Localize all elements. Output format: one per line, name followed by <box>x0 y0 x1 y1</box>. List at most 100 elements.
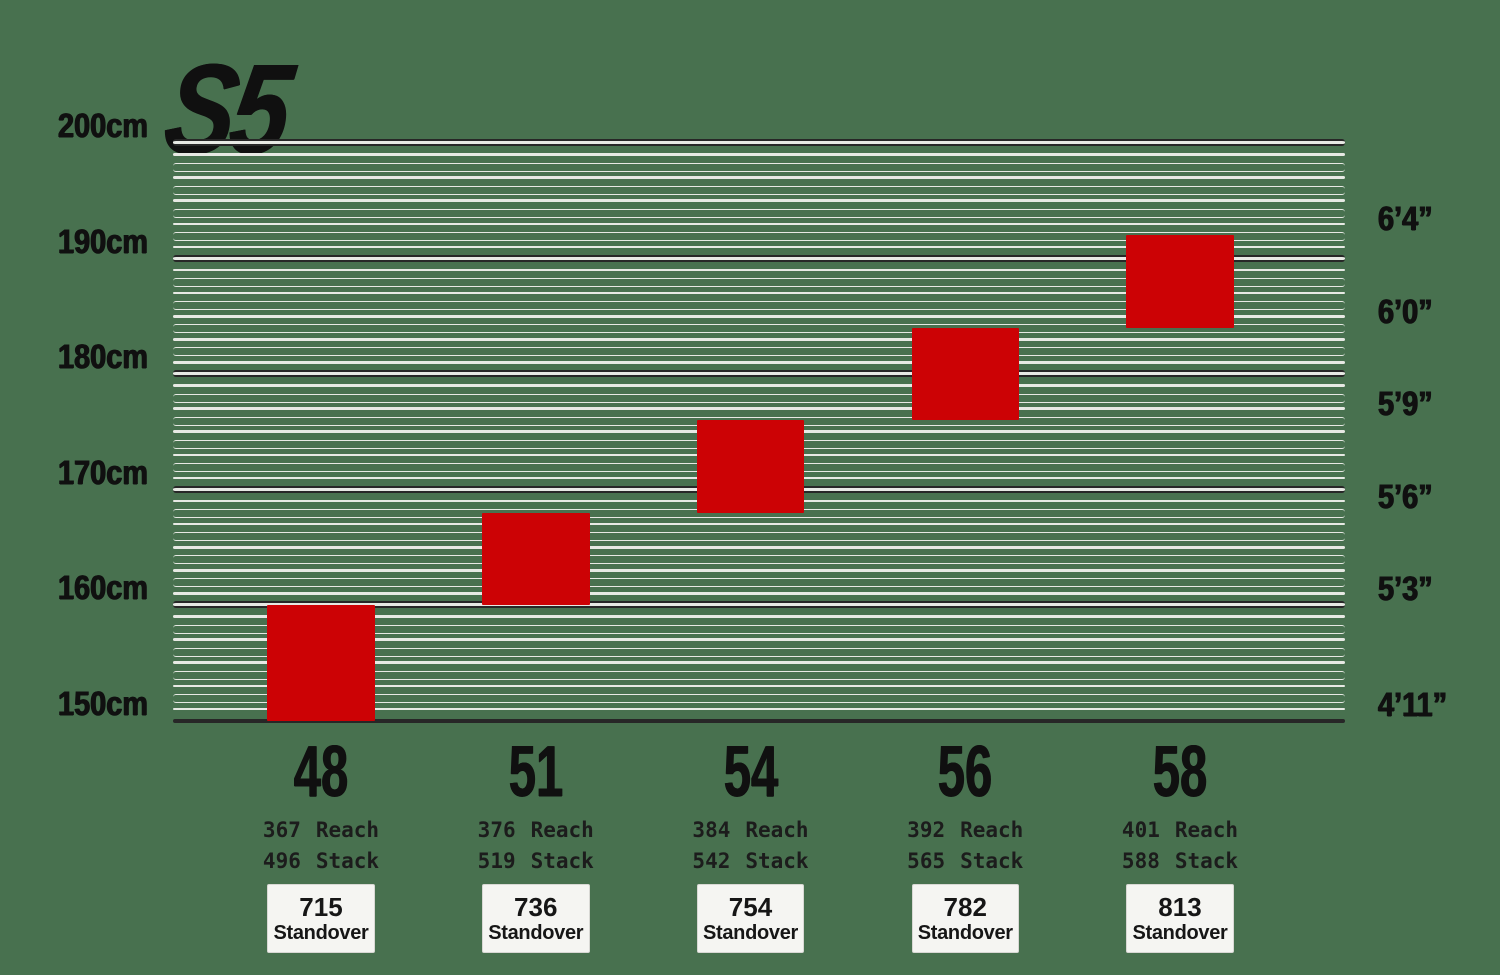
ruler-minor-line <box>173 647 1345 657</box>
ruler-minor-line <box>173 707 1345 711</box>
stack-label: Stack <box>1174 849 1239 873</box>
right-tick-184cm: 6’0” <box>1378 292 1433 331</box>
ruler-minor-line <box>173 176 1345 179</box>
reach-label: Reach <box>745 818 809 842</box>
stack-value: 588 <box>1121 849 1160 873</box>
reach-value: 384 <box>692 818 731 842</box>
ruler-minor-line <box>173 578 1345 588</box>
height-block-size-48 <box>267 605 375 721</box>
ruler-minor-line <box>173 185 1345 195</box>
ruler-minor-line <box>173 222 1345 226</box>
ruler-minor-line <box>173 324 1345 334</box>
right-tick-160cm: 5’3” <box>1378 570 1433 608</box>
reach-value: 376 <box>477 818 516 842</box>
ruler-minor-line <box>173 592 1345 595</box>
ruler-minor-line <box>173 522 1345 526</box>
ruler-major-line-180cm <box>173 370 1345 377</box>
ruler-minor-line <box>173 393 1345 403</box>
stack-label: Stack <box>960 849 1024 873</box>
ruler-minor-line <box>173 615 1345 618</box>
size-label-58: 58 <box>1152 732 1208 812</box>
left-tick-200cm: 200cm <box>58 107 148 145</box>
standover-box-size-48: 715 Standover <box>267 884 375 953</box>
height-block-size-58 <box>1126 235 1234 328</box>
ruler-minor-line <box>173 291 1345 295</box>
standover-label: Standover <box>488 922 584 944</box>
ruler-minor-line <box>173 361 1345 364</box>
right-tick-168cm: 5’6” <box>1378 477 1433 516</box>
stack-row-size-54: 542 Stack <box>621 851 881 872</box>
standover-box-size-51: 736 Standover <box>482 884 590 953</box>
stack-label: Stack <box>745 849 809 873</box>
standover-value: 782 <box>943 892 987 922</box>
standover-box-size-56: 782 Standover <box>911 884 1019 953</box>
size-label-54: 54 <box>723 732 778 812</box>
reach-row-size-51: 376 Reach <box>406 820 666 841</box>
ruler-minor-line <box>173 162 1345 172</box>
standover-label: Standover <box>1132 922 1228 944</box>
ruler-minor-line <box>173 638 1345 641</box>
ruler-minor-line <box>173 347 1345 357</box>
standover-label: Standover <box>917 922 1013 944</box>
reach-row-size-58: 401 Reach <box>1050 820 1310 841</box>
ruler-major-line-200cm <box>173 139 1345 146</box>
ruler-minor-line <box>173 624 1345 634</box>
right-tick-176cm: 5’9” <box>1378 385 1433 424</box>
ruler-minor-line <box>173 268 1345 272</box>
ruler-minor-line <box>173 407 1345 410</box>
ruler-minor-line <box>173 569 1345 572</box>
height-block-size-56 <box>911 327 1019 421</box>
standover-box-size-58: 813 Standover <box>1126 884 1234 953</box>
left-tick-160cm: 160cm <box>58 569 148 607</box>
standover-value: 736 <box>514 892 558 922</box>
ruler-minor-line <box>173 153 1345 156</box>
stack-value: 565 <box>907 849 946 873</box>
reach-value: 401 <box>1121 818 1160 842</box>
size-label-56: 56 <box>938 732 993 812</box>
ruler-minor-line <box>173 231 1345 241</box>
height-block-size-51 <box>482 512 590 605</box>
standover-value: 754 <box>728 892 773 922</box>
stack-row-size-56: 565 Stack <box>835 851 1095 872</box>
standover-value: 715 <box>299 892 343 922</box>
stack-value: 519 <box>477 849 516 873</box>
reach-label: Reach <box>960 818 1024 842</box>
ruler-minor-line <box>173 384 1345 387</box>
standover-value: 813 <box>1158 892 1202 922</box>
standover-label: Standover <box>702 922 799 944</box>
size-label-48: 48 <box>293 732 349 812</box>
left-tick-170cm: 170cm <box>58 453 148 492</box>
stack-row-size-58: 588 Stack <box>1050 851 1310 872</box>
ruler-major-line-160cm <box>173 601 1345 608</box>
ruler-minor-line <box>173 532 1345 542</box>
standover-box-size-54: 754 Standover <box>696 884 805 953</box>
ruler-minor-line <box>173 684 1345 688</box>
ruler-minor-line <box>173 545 1345 549</box>
ruler-minor-line <box>173 208 1345 218</box>
reach-row-size-48: 367 Reach <box>191 820 451 841</box>
size-label-51: 51 <box>508 732 563 812</box>
reach-value: 367 <box>262 818 301 842</box>
reach-row-size-56: 392 Reach <box>835 820 1095 841</box>
ruler-minor-line <box>173 661 1345 665</box>
right-tick-192cm: 6’4” <box>1378 200 1433 239</box>
stack-row-size-48: 496 Stack <box>191 851 451 872</box>
left-tick-190cm: 190cm <box>58 222 148 261</box>
stack-value: 542 <box>692 849 731 873</box>
stack-label: Stack <box>530 849 594 873</box>
right-tick-150cm: 4’11” <box>1378 685 1448 724</box>
ruler-baseline-150cm <box>173 718 1345 723</box>
ruler-minor-line <box>173 693 1345 703</box>
reach-label: Reach <box>1174 818 1239 842</box>
ruler-minor-line <box>173 245 1345 249</box>
reach-value: 392 <box>907 818 946 842</box>
ruler-minor-line <box>173 314 1345 318</box>
reach-label: Reach <box>315 818 380 842</box>
left-tick-180cm: 180cm <box>58 338 148 376</box>
ruler-major-line-190cm <box>173 254 1345 262</box>
left-tick-150cm: 150cm <box>58 684 148 723</box>
stack-label: Stack <box>315 849 380 873</box>
reach-label: Reach <box>530 818 594 842</box>
ruler-minor-line <box>173 199 1345 203</box>
